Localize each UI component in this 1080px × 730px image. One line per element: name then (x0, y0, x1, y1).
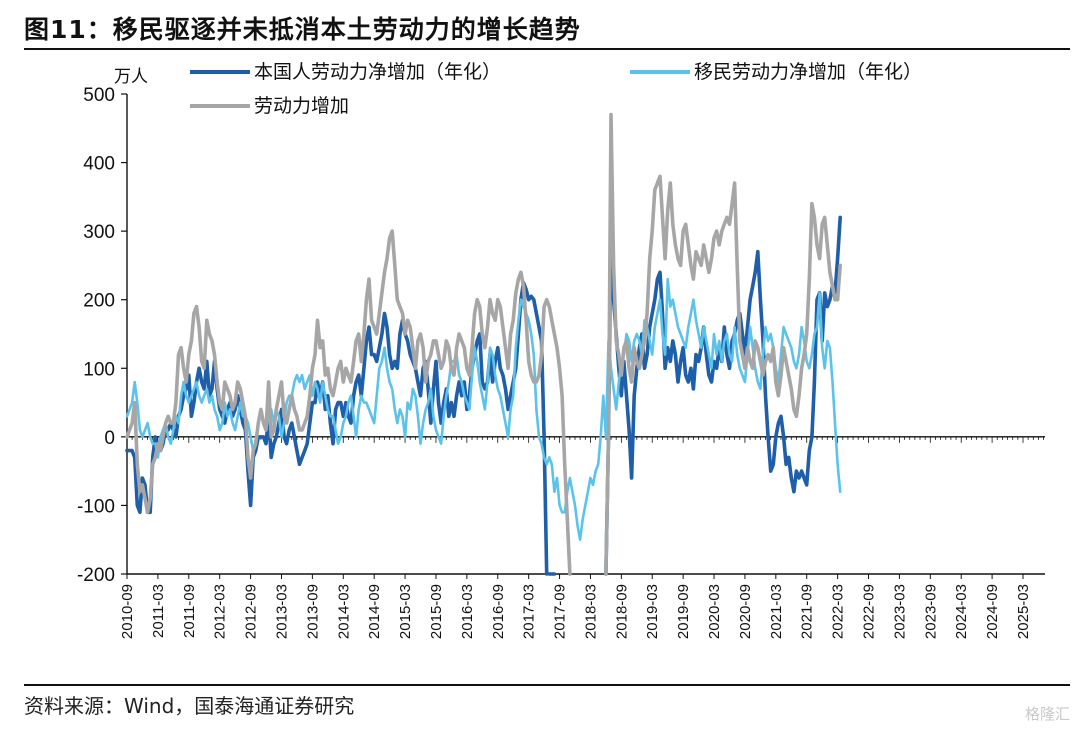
x-tick-label: 2010-09 (119, 584, 136, 639)
x-tick-label: 2021-03 (768, 584, 785, 639)
x-tick-label: 2015-09 (428, 584, 445, 639)
legend-label: 移民劳动力净增加（年化） (694, 61, 922, 83)
y-tick-label: 300 (83, 222, 115, 243)
x-tick-label: 2021-09 (799, 584, 816, 639)
series-lines (125, 112, 842, 576)
x-tick-label: 2025-03 (1015, 584, 1032, 639)
x-tick-label: 2023-09 (922, 584, 939, 639)
x-tick-label: 2020-03 (706, 584, 723, 639)
x-tick-label: 2013-03 (273, 584, 290, 639)
x-tick-label: 2019-09 (675, 584, 692, 639)
x-tick-label: 2023-03 (891, 584, 908, 639)
y-unit-label: 万人 (114, 67, 148, 87)
x-tick-label: 2014-09 (366, 584, 383, 639)
y-tick-label: 200 (83, 291, 115, 312)
series-line (604, 112, 842, 576)
x-tick-label: 2012-03 (212, 584, 229, 639)
source-note: 资料来源：Wind，国泰海通证券研究 (24, 694, 355, 718)
x-tick-label: 2020-09 (737, 584, 754, 639)
title-rule (24, 48, 1070, 50)
x-tick-label: 2015-03 (397, 584, 414, 639)
x-tick-label: 2019-03 (644, 584, 661, 639)
x-tick-label: 2022-03 (830, 584, 847, 639)
x-tick-label: 2011-09 (181, 584, 198, 638)
axes: -200 -100 0 100 200 300 400 500 2010-09 2011-03 20… (77, 85, 1045, 639)
legend-label: 本国人劳动力净增加（年化） (254, 61, 501, 83)
y-tick-label: -100 (77, 496, 115, 517)
chart-title: 图11：移民驱逐并未抵消本土劳动力的增长趋势 (24, 15, 581, 44)
legend: 万人 本国人劳动力净增加（年化） 移民劳动力净增加（年化） 劳动力增加 (114, 61, 922, 117)
y-tick-label: 500 (83, 85, 115, 106)
y-tick-label: -200 (77, 565, 115, 586)
x-tick-label: 2024-03 (953, 584, 970, 639)
y-tick-label: 0 (104, 428, 115, 449)
x-tick-label: 2017-03 (521, 584, 538, 639)
x-tick-label: 2017-09 (552, 584, 569, 639)
series-line (125, 280, 549, 576)
x-tick-label: 2012-09 (243, 584, 260, 639)
y-tick-label: 400 (83, 154, 115, 175)
series-line (604, 208, 842, 576)
watermark: 格隆汇 (1024, 705, 1070, 723)
x-tick-label: 2016-09 (490, 584, 507, 639)
x-tick-label: 2018-09 (613, 584, 630, 639)
x-tick-label: 2013-09 (304, 584, 321, 639)
x-tick-label: 2014-03 (335, 584, 352, 639)
legend-label: 劳动力增加 (254, 95, 349, 117)
series-line (125, 229, 572, 576)
x-tick-label: 2022-09 (861, 584, 878, 639)
source-rule (24, 684, 1070, 686)
x-tick-label: 2024-09 (984, 584, 1001, 639)
x-tick-label: 2011-03 (150, 584, 167, 638)
x-tick-label: 2016-03 (459, 584, 476, 639)
x-tick-label: 2018-03 (582, 584, 599, 639)
y-tick-label: 100 (83, 359, 115, 380)
